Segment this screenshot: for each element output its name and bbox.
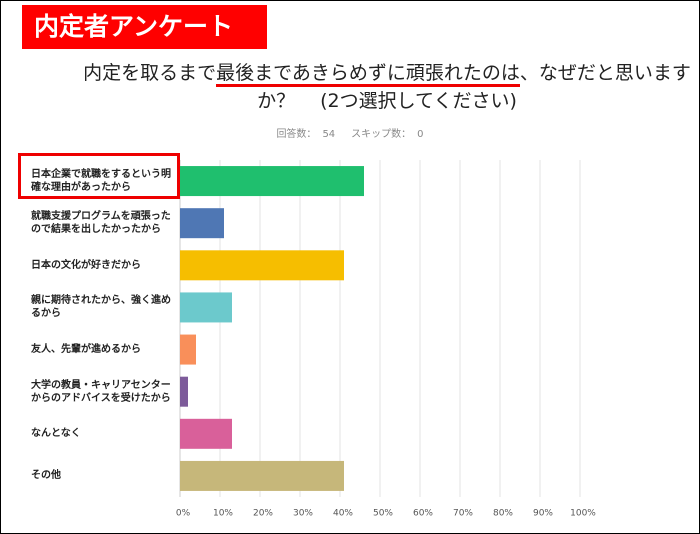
x-tick-label: 10% xyxy=(213,509,233,519)
skipped: 0 xyxy=(417,129,424,140)
category-label: 友人、先輩が進めるから xyxy=(31,344,141,356)
bar xyxy=(180,166,364,197)
bar xyxy=(180,418,232,449)
x-tick-label: 70% xyxy=(453,509,473,519)
category-label: 大学の教員・キャリアセンターからのアドバイスを受けたから xyxy=(31,379,171,404)
bar xyxy=(180,292,232,323)
highlight-box xyxy=(18,153,180,199)
answered: 54 xyxy=(322,129,336,140)
question-text: 内定を取るまで xyxy=(83,62,217,84)
bar xyxy=(180,376,188,407)
summary: 回答数： 54 スキップ数： 0 xyxy=(1,125,699,140)
bar xyxy=(180,250,344,281)
question: 内定を取るまで最後まであきらめずに頑張れたのは、なぜだと思いますか？ (2つ選択… xyxy=(81,59,693,115)
category-label: なんとなく xyxy=(31,428,81,440)
question-text: 、なぜだと思いますか？ (2つ選択してください) xyxy=(257,62,691,112)
x-tick-label: 20% xyxy=(253,509,273,519)
category-label: 日本の文化が好きだから xyxy=(31,259,141,271)
x-tick-label: 0% xyxy=(176,509,191,519)
bar xyxy=(180,334,196,365)
x-tick-label: 80% xyxy=(493,509,513,519)
category-label: 就職支援プログラムを頑張ったので結果を出したかったから xyxy=(31,211,171,236)
x-tick-label: 30% xyxy=(293,509,313,519)
skipped-label: スキップ数： xyxy=(351,129,412,140)
answered-label: 回答数： xyxy=(276,129,317,140)
bar xyxy=(180,208,224,239)
x-tick-label: 100% xyxy=(570,509,596,519)
category-label: 日本企業で就職をするという明確な理由があったから xyxy=(31,169,171,194)
x-tick-label: 60% xyxy=(413,509,433,519)
bar xyxy=(180,460,344,491)
x-tick-label: 90% xyxy=(533,509,553,519)
x-tick-label: 40% xyxy=(333,509,353,519)
banner-title: 内定者アンケート xyxy=(22,5,267,49)
category-label: その他 xyxy=(31,470,61,482)
question-emphasis: 最後まであきらめずに頑張れたのは xyxy=(216,62,520,87)
category-label: 親に期待されたから、強く進めるから xyxy=(31,295,171,320)
x-tick-label: 50% xyxy=(373,509,393,519)
